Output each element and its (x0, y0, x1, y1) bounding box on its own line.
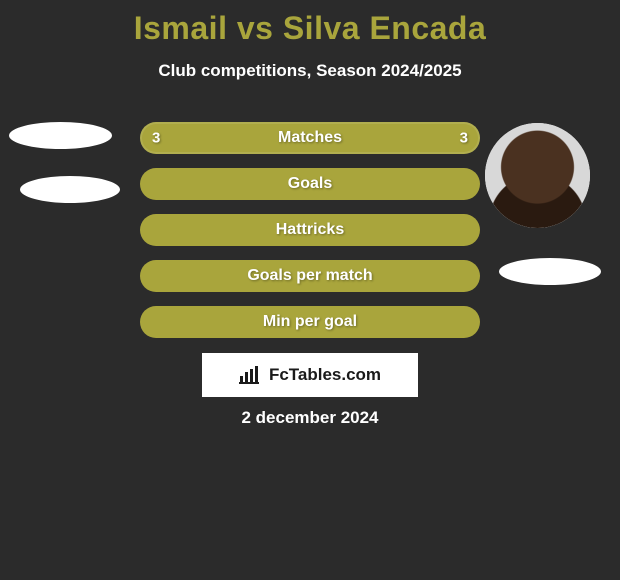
page-title: Ismail vs Silva Encada (0, 0, 620, 47)
watermark-text: FcTables.com (269, 365, 381, 385)
stat-row-goals-per-match: Goals per match (140, 260, 480, 292)
stat-row-min-per-goal: Min per goal (140, 306, 480, 338)
stat-row-goals: Goals (140, 168, 480, 200)
stats-table: 3 Matches 3 Goals Hattricks Goals per ma… (140, 122, 480, 338)
stat-right-value: 3 (460, 130, 468, 147)
stat-left-value: 3 (152, 130, 160, 147)
stat-row-matches: 3 Matches 3 (140, 122, 480, 154)
chart-bars-icon (239, 366, 263, 384)
player-left-silhouette (9, 122, 112, 149)
player-right-photo (485, 123, 590, 228)
watermark-badge: FcTables.com (202, 353, 418, 397)
player-left-silhouette (20, 176, 120, 203)
stat-label: Min per goal (263, 313, 357, 331)
stat-label: Goals per match (247, 267, 372, 285)
player-right-avatar (485, 123, 590, 228)
stat-label: Matches (278, 129, 342, 147)
stat-row-hattricks: Hattricks (140, 214, 480, 246)
page-subtitle: Club competitions, Season 2024/2025 (0, 61, 620, 81)
stat-label: Hattricks (276, 221, 344, 239)
stat-label: Goals (288, 175, 332, 193)
player-right-silhouette (499, 258, 601, 285)
generation-date: 2 december 2024 (0, 408, 620, 428)
